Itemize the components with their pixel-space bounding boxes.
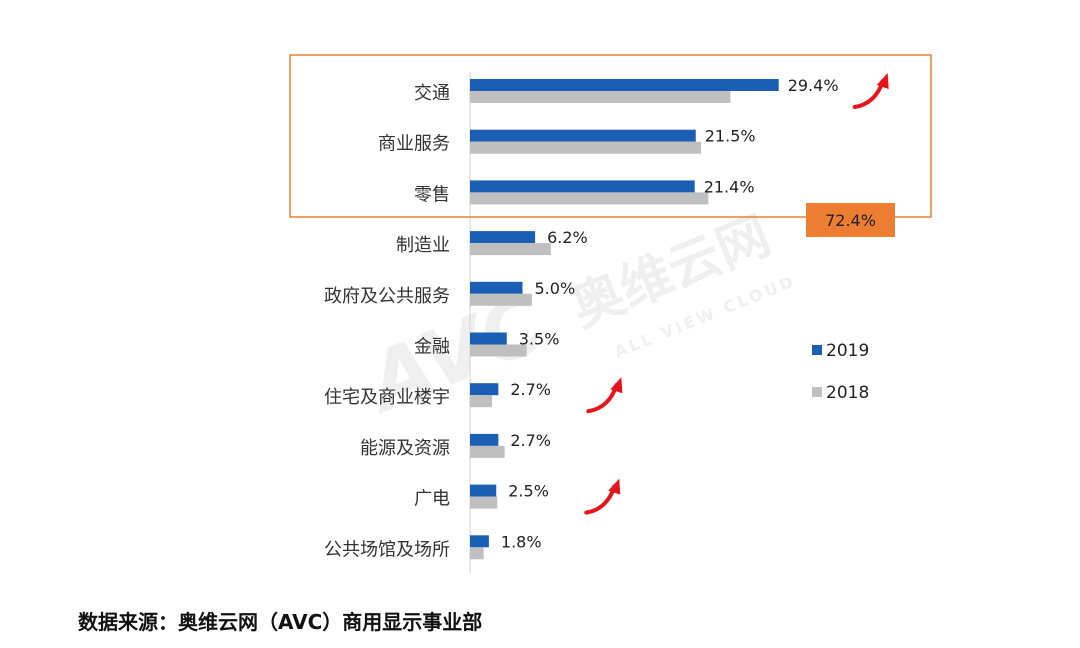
category-label: 制造业 <box>396 235 450 256</box>
data-label: 2.7% <box>510 431 551 450</box>
data-label: 5.0% <box>535 279 576 298</box>
trend-up-arrow-icon <box>586 377 623 414</box>
bar-2019 <box>470 129 696 142</box>
bar-2018 <box>470 243 551 256</box>
category-label: 政府及公共服务 <box>324 286 450 307</box>
highlight-total-label: 72.4% <box>825 211 876 230</box>
highlight-total-badge <box>806 203 895 237</box>
bar-2018 <box>470 496 498 509</box>
bar-2018 <box>470 293 532 306</box>
bar-2018 <box>470 445 505 458</box>
legend-label-2019: 2019 <box>826 341 869 361</box>
trend-up-arrow-icon <box>584 478 621 515</box>
bar-2019 <box>470 484 497 497</box>
bar-2019 <box>470 180 695 193</box>
bar-2018 <box>470 395 493 408</box>
data-label: 21.5% <box>705 127 756 146</box>
bar-2019 <box>470 433 499 446</box>
category-label: 交通 <box>414 83 450 104</box>
category-label: 零售 <box>414 184 450 205</box>
bar-chart: AVC 奥维云网 ALL VIEW CLOUD 交通 29.4%商业服务 21.5%… <box>289 54 932 574</box>
bar-2018 <box>470 344 527 357</box>
legend-swatch-2019 <box>812 345 822 355</box>
highlight-box <box>289 54 932 218</box>
bar-2019 <box>470 231 536 244</box>
bar-2019 <box>470 332 507 345</box>
bar-2018 <box>470 547 484 560</box>
source-note: 数据来源：奥维云网（AVC）商用显示事业部 <box>78 610 483 634</box>
trend-up-arrow-icon <box>852 73 889 109</box>
bar-2019 <box>470 79 779 91</box>
bar-2018 <box>470 192 709 205</box>
arrow-head <box>876 73 889 89</box>
arrow-head <box>610 377 623 394</box>
category-label: 住宅及商业楼宇 <box>324 387 450 408</box>
legend-label-2018: 2018 <box>826 383 869 403</box>
bar-2019 <box>470 383 499 396</box>
category-label: 金融 <box>414 337 450 358</box>
category-label: 广电 <box>414 489 450 510</box>
bar-2018 <box>470 141 701 154</box>
bar-2019 <box>470 535 489 548</box>
data-label: 29.4% <box>788 76 839 95</box>
data-label: 6.2% <box>547 228 588 247</box>
data-label: 3.5% <box>519 330 560 349</box>
category-label: 能源及资源 <box>360 438 450 459</box>
bar-2019 <box>470 281 523 294</box>
data-label: 1.8% <box>501 532 542 551</box>
bar-2018 <box>470 91 731 103</box>
category-label: 公共场馆及场所 <box>324 539 450 560</box>
data-label: 2.5% <box>508 482 549 501</box>
data-label: 21.4% <box>704 177 755 196</box>
arrow-head <box>608 478 621 495</box>
data-label: 2.7% <box>510 380 551 399</box>
legend-swatch-2018 <box>812 387 822 397</box>
category-label: 商业服务 <box>378 134 450 155</box>
